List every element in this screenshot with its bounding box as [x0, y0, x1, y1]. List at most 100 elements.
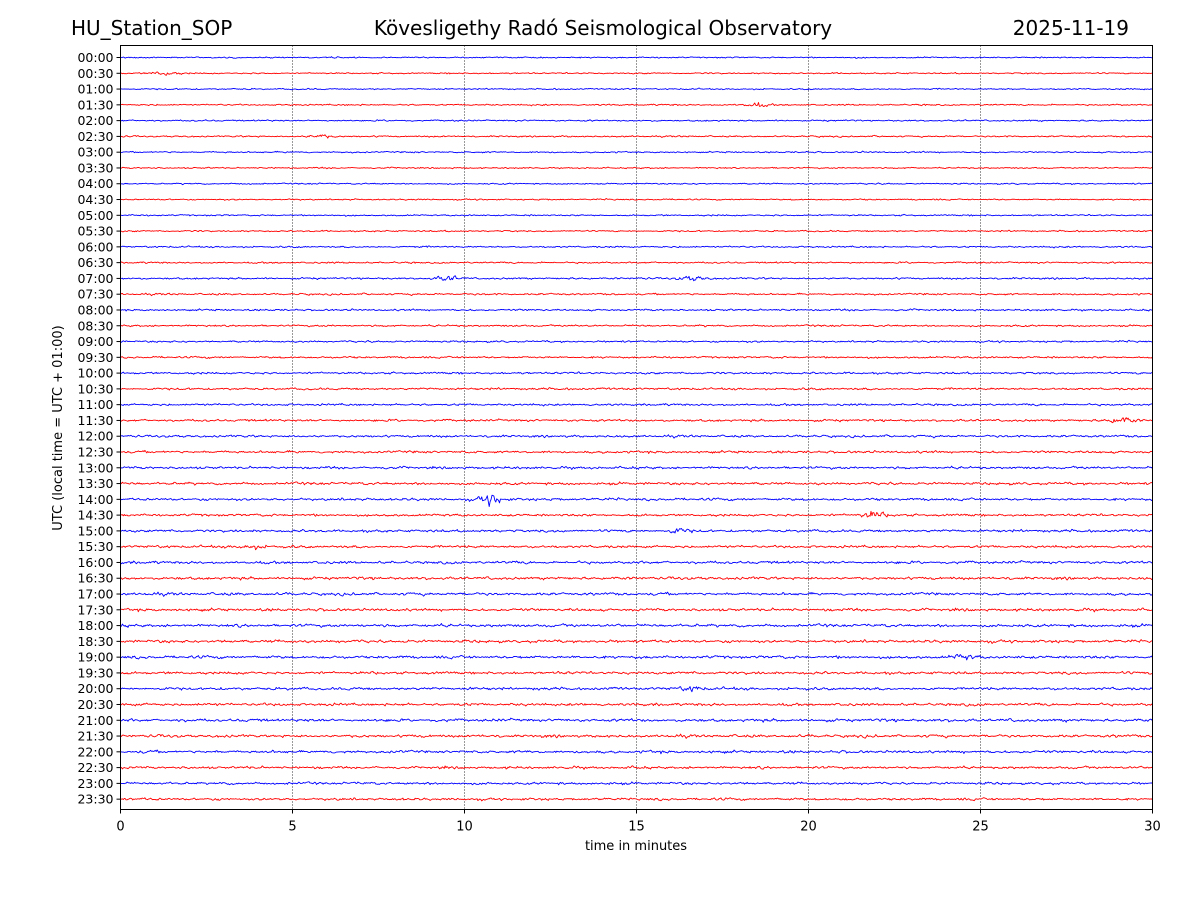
- seismic-trace: [120, 494, 1153, 507]
- row-time-label: 22:30: [77, 760, 113, 775]
- row-time-label: 23:30: [77, 792, 113, 807]
- seismic-trace: [120, 434, 1153, 439]
- row-time-label: 13:00: [77, 460, 113, 475]
- row-time-label: 18:00: [77, 618, 113, 633]
- row-time-label: 23:00: [77, 776, 113, 791]
- chart-title: Kövesligethy Radó Seismological Observat…: [373, 16, 833, 40]
- seismic-trace: [120, 654, 1153, 661]
- x-tick-label: 10: [456, 820, 473, 835]
- row-time-label: 04:00: [77, 176, 113, 191]
- seismic-trace: [120, 308, 1153, 312]
- x-tick-label: 25: [972, 820, 989, 835]
- seismic-trace: [120, 481, 1153, 486]
- row-time-label: 11:30: [77, 413, 113, 428]
- row-time-label: 08:00: [77, 302, 113, 317]
- row-time-label: 03:00: [77, 145, 113, 160]
- seismic-trace: [120, 639, 1153, 644]
- seismic-trace: [120, 686, 1153, 693]
- seismic-trace: [120, 781, 1153, 786]
- traces: [120, 56, 1153, 802]
- seismic-trace: [120, 371, 1153, 375]
- row-time-label: 21:30: [77, 729, 113, 744]
- row-time-label: 18:30: [77, 634, 113, 649]
- seismic-trace: [120, 182, 1153, 186]
- seismic-trace: [120, 213, 1153, 217]
- row-time-label: 22:00: [77, 744, 113, 759]
- row-time-label: 01:30: [77, 97, 113, 112]
- row-time-label: 06:00: [77, 239, 113, 254]
- seismic-trace: [120, 623, 1153, 628]
- seismic-trace: [120, 465, 1153, 471]
- seismic-trace: [120, 702, 1153, 707]
- seismic-trace: [120, 576, 1153, 581]
- chart-date: 2025-11-19: [1012, 16, 1129, 40]
- seismic-trace: [120, 717, 1153, 723]
- row-time-label: 09:30: [77, 350, 113, 365]
- row-time-label: 09:00: [77, 334, 113, 349]
- row-time-label: 07:30: [77, 287, 113, 302]
- row-time-label: 11:00: [77, 397, 113, 412]
- seismic-trace: [120, 339, 1153, 344]
- row-time-label: 19:30: [77, 665, 113, 680]
- row-time-label: 01:00: [77, 82, 113, 97]
- row-time-label: 13:30: [77, 476, 113, 491]
- seismic-trace: [120, 166, 1153, 170]
- seismic-trace: [120, 765, 1153, 770]
- row-time-label: 05:00: [77, 208, 113, 223]
- seismic-trace: [120, 292, 1153, 297]
- row-time-label: 14:30: [77, 508, 113, 523]
- seismic-trace: [120, 198, 1153, 201]
- row-time-label: 20:00: [77, 681, 113, 696]
- seismic-trace: [120, 402, 1153, 407]
- row-time-label: 07:00: [77, 271, 113, 286]
- x-axis: 0 5 10 15 20 25 30: [116, 809, 1161, 835]
- row-time-label: 00:00: [77, 50, 113, 65]
- seismic-trace: [120, 261, 1153, 265]
- seismic-trace: [120, 733, 1153, 739]
- seismic-trace: [120, 119, 1153, 123]
- y-axis: 00:0000:3001:0001:3002:0002:3003:0003:30…: [77, 50, 121, 807]
- x-tick-label: 20: [800, 820, 817, 835]
- seismic-trace: [120, 150, 1153, 154]
- station-name: HU_Station_SOP: [71, 16, 233, 40]
- row-time-label: 04:30: [77, 192, 113, 207]
- row-time-label: 16:00: [77, 555, 113, 570]
- seismic-trace: [120, 797, 1153, 802]
- seismic-trace: [120, 387, 1153, 391]
- seismic-trace: [120, 355, 1153, 359]
- seismic-trace: [120, 275, 1153, 282]
- row-time-label: 03:30: [77, 160, 113, 175]
- row-time-label: 08:30: [77, 318, 113, 333]
- x-axis-label: time in minutes: [585, 839, 687, 854]
- row-time-label: 12:00: [77, 429, 113, 444]
- x-tick-label: 30: [1144, 820, 1161, 835]
- x-tick-label: 0: [116, 820, 124, 835]
- row-time-label: 20:30: [77, 697, 113, 712]
- seismic-trace: [120, 670, 1153, 676]
- row-time-label: 17:00: [77, 587, 113, 602]
- seismic-trace: [120, 749, 1153, 755]
- row-time-label: 02:00: [77, 113, 113, 128]
- row-time-label: 06:30: [77, 255, 113, 270]
- seismic-trace: [120, 87, 1153, 91]
- seismic-trace: [120, 229, 1153, 233]
- seismic-trace: [120, 134, 1153, 139]
- seismic-trace: [120, 102, 1153, 107]
- row-time-label: 14:00: [77, 492, 113, 507]
- row-time-label: 02:30: [77, 129, 113, 144]
- y-axis-label: UTC (local time = UTC + 01:00): [51, 325, 66, 530]
- row-time-label: 17:30: [77, 602, 113, 617]
- seismic-trace: [120, 56, 1153, 59]
- seismic-trace: [120, 449, 1153, 455]
- row-time-label: 16:30: [77, 571, 113, 586]
- x-tick-label: 15: [628, 820, 645, 835]
- x-tick-label: 5: [288, 820, 296, 835]
- seismic-trace: [120, 607, 1153, 613]
- row-time-label: 15:00: [77, 523, 113, 538]
- seismic-trace: [120, 245, 1153, 249]
- seismic-trace: [120, 544, 1153, 551]
- row-time-label: 00:30: [77, 66, 113, 81]
- row-time-label: 10:30: [77, 381, 113, 396]
- row-time-label: 15:30: [77, 539, 113, 554]
